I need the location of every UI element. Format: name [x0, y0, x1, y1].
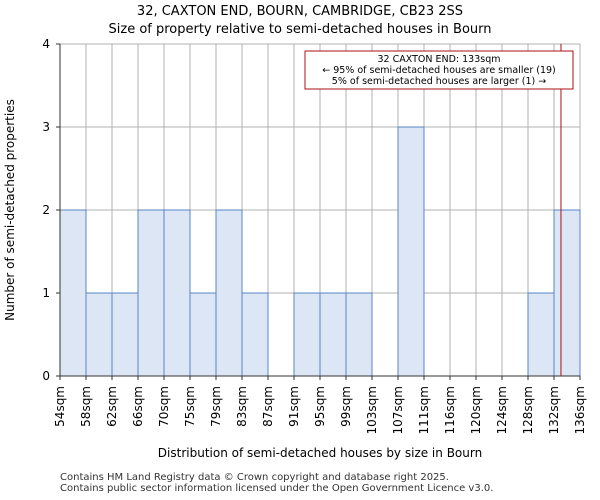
annotation-line: 32 CAXTON END: 133sqm — [378, 54, 501, 65]
x-tick-label: 75sqm — [183, 386, 197, 427]
histogram-bar — [189, 292, 217, 377]
x-tick-label: 128sqm — [521, 386, 535, 434]
x-tick-label: 107sqm — [391, 386, 405, 434]
annotation-box — [304, 50, 574, 90]
histogram-bar — [527, 292, 555, 377]
y-tick-label: 3 — [42, 120, 50, 134]
x-tick-label: 111sqm — [417, 386, 431, 434]
x-tick-label: 99sqm — [339, 386, 353, 427]
x-tick-label: 70sqm — [157, 386, 171, 427]
y-tick-label: 1 — [42, 286, 50, 300]
histogram-bar — [397, 126, 425, 377]
histogram-bar — [345, 292, 373, 377]
histogram-bar — [137, 209, 165, 377]
x-tick-label: 116sqm — [443, 386, 457, 434]
histogram-bar — [111, 292, 139, 377]
annotation-line: 5% of semi-detached houses are larger (1… — [332, 76, 546, 87]
x-tick-label: 79sqm — [209, 386, 223, 427]
x-tick-label: 62sqm — [105, 386, 119, 427]
x-tick-label: 87sqm — [261, 386, 275, 427]
x-tick-label: 120sqm — [469, 386, 483, 434]
x-axis-label: Distribution of semi-detached houses by … — [158, 446, 482, 460]
x-tick-label: 132sqm — [547, 386, 561, 434]
histogram-bar — [59, 209, 87, 377]
y-tick-label: 4 — [42, 37, 50, 51]
y-tick-label: 0 — [42, 369, 50, 383]
x-tick-label: 66sqm — [131, 386, 145, 427]
x-tick-label: 58sqm — [79, 386, 93, 427]
x-tick-label: 136sqm — [573, 386, 587, 434]
x-tick-label: 54sqm — [53, 386, 67, 427]
annotation-line: ← 95% of semi-detached houses are smalle… — [322, 65, 556, 76]
histogram-bar — [293, 292, 321, 377]
x-tick-label: 83sqm — [235, 386, 249, 427]
x-tick-label: 91sqm — [287, 386, 301, 427]
x-tick-label: 103sqm — [365, 386, 379, 434]
histogram-bar — [553, 209, 581, 377]
footer-licence: Contains public sector information licen… — [60, 483, 494, 494]
y-axis-label: Number of semi-detached properties — [3, 99, 17, 321]
histogram-bar — [241, 292, 269, 377]
chart-subtitle: Size of property relative to semi-detach… — [108, 22, 492, 37]
x-tick-label: 124sqm — [495, 386, 509, 434]
y-tick-label: 2 — [42, 203, 50, 217]
histogram-bar — [215, 209, 243, 377]
histogram-bar — [85, 292, 113, 377]
x-tick-label: 95sqm — [313, 386, 327, 427]
footer-copyright: Contains HM Land Registry data © Crown c… — [60, 472, 449, 483]
chart-title: 32, CAXTON END, BOURN, CAMBRIDGE, CB23 2… — [136, 4, 464, 19]
histogram-bar — [163, 209, 191, 377]
histogram-bar — [319, 292, 347, 377]
